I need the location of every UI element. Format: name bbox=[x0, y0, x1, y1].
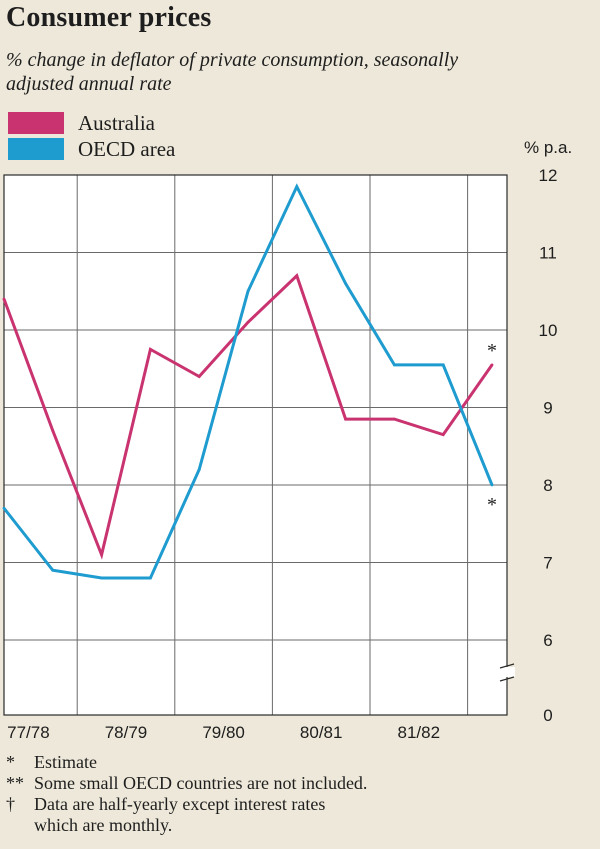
legend-swatch-australia bbox=[8, 112, 64, 134]
data-point-oecd-area bbox=[295, 185, 299, 189]
chart-title: Consumer prices bbox=[6, 2, 212, 33]
axis-break-gap bbox=[499, 667, 515, 677]
data-point-oecd-area bbox=[51, 568, 55, 572]
data-point-australia bbox=[2, 297, 6, 301]
x-tick-label: 78/79 bbox=[105, 723, 148, 742]
footnote-mark: † bbox=[6, 794, 15, 814]
estimate-annotation: * bbox=[487, 340, 497, 362]
legend: Australia OECD area bbox=[8, 110, 175, 162]
footnote-text: Data are half-yearly except interest rat… bbox=[34, 794, 326, 835]
axis-break-mark bbox=[499, 676, 515, 682]
legend-swatch-oecd bbox=[8, 138, 64, 160]
y-tick-label: 7 bbox=[543, 554, 552, 573]
data-point-australia bbox=[51, 429, 55, 433]
legend-label-oecd: OECD area bbox=[78, 136, 176, 161]
data-point-australia bbox=[149, 347, 152, 351]
y-tick-label: 10 bbox=[539, 321, 558, 340]
plot-frame bbox=[3, 174, 508, 716]
y-tick-label: 9 bbox=[543, 399, 552, 418]
footnotes: * Estimate ** Some small OECD countries … bbox=[6, 752, 367, 836]
data-point-oecd-area bbox=[393, 363, 396, 367]
data-point-australia bbox=[246, 320, 250, 324]
footnote: ** Some small OECD countries are not inc… bbox=[6, 773, 367, 794]
axis-break-mark bbox=[499, 663, 515, 669]
data-point-oecd-area bbox=[197, 468, 201, 471]
y-tick-label: 12 bbox=[539, 166, 558, 185]
data-point-australia bbox=[393, 417, 396, 421]
data-point-australia bbox=[344, 417, 347, 421]
x-tick-label: 81/82 bbox=[398, 723, 441, 742]
y-tick-label: 8 bbox=[543, 476, 552, 495]
estimate-annotation: * bbox=[487, 494, 497, 516]
x-tick-label: 77/78 bbox=[7, 723, 50, 742]
data-point-oecd-area bbox=[490, 483, 494, 487]
data-point-oecd-area bbox=[149, 576, 152, 580]
data-point-oecd-area bbox=[344, 282, 347, 285]
x-tick-label: 80/81 bbox=[300, 723, 343, 742]
data-point-australia bbox=[295, 274, 299, 278]
data-point-australia bbox=[490, 363, 494, 367]
data-point-oecd-area bbox=[100, 576, 103, 580]
data-point-oecd-area bbox=[246, 289, 250, 293]
y-tick-label: 0 bbox=[543, 706, 552, 725]
x-tick-label: 79/80 bbox=[202, 723, 245, 742]
footnote-text: Estimate bbox=[34, 752, 97, 772]
footnote: * Estimate bbox=[6, 752, 367, 773]
plot-area bbox=[4, 175, 507, 715]
legend-item-australia: Australia bbox=[8, 110, 175, 136]
legend-item-oecd: OECD area bbox=[8, 136, 175, 162]
data-point-australia bbox=[441, 433, 445, 437]
footnote-text: Some small OECD countries are not includ… bbox=[34, 773, 368, 793]
data-point-oecd-area bbox=[441, 363, 445, 367]
chart-subtitle: % change in deflator of private consumpt… bbox=[6, 49, 459, 95]
y-axis-unit-label: % p.a. bbox=[524, 138, 573, 157]
data-point-australia bbox=[100, 553, 103, 557]
legend-label-australia: Australia bbox=[78, 110, 155, 135]
y-tick-label: 6 bbox=[543, 631, 552, 650]
data-point-australia bbox=[197, 375, 201, 378]
footnote-mark: ** bbox=[6, 773, 24, 793]
y-tick-label: 11 bbox=[539, 244, 557, 263]
footnote-mark: * bbox=[6, 752, 15, 772]
data-point-oecd-area bbox=[2, 506, 6, 510]
footnote: † Data are half-yearly except interest r… bbox=[6, 794, 367, 836]
